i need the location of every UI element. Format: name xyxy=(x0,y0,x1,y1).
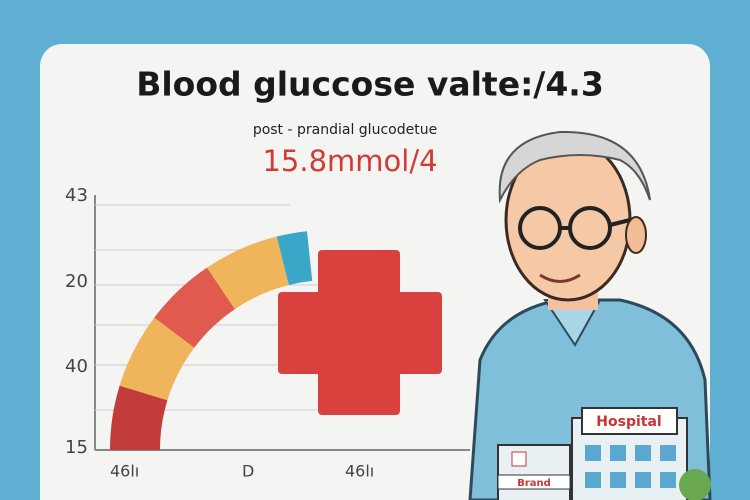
ear xyxy=(625,216,647,254)
medical-cross xyxy=(278,250,442,415)
window xyxy=(635,445,651,461)
axis-label: 43 xyxy=(65,185,88,206)
reading: 15.8mmol/4 xyxy=(262,144,437,178)
window xyxy=(610,472,626,488)
building-small xyxy=(497,444,571,500)
gauge-segment xyxy=(154,267,236,349)
hair xyxy=(498,130,651,204)
hospital-sign xyxy=(581,407,678,435)
subtitle: post - prandial glucodetue xyxy=(253,122,437,138)
title: Blood gluccose valte:/4.3 xyxy=(136,65,604,104)
gauge xyxy=(110,231,313,451)
tree xyxy=(679,469,711,500)
hospital-text: Hospital xyxy=(596,414,661,430)
window xyxy=(585,472,601,488)
window xyxy=(635,472,651,488)
window xyxy=(660,445,676,461)
window xyxy=(610,445,626,461)
axis-label: 46lı xyxy=(345,462,374,481)
axis-label: 46lı xyxy=(110,462,139,481)
window xyxy=(660,472,676,488)
gauge-segment xyxy=(110,385,168,451)
gauge-segment xyxy=(276,231,313,286)
brand-sign xyxy=(497,474,571,490)
axis-label: D xyxy=(242,462,254,481)
window xyxy=(585,445,601,461)
hospital: Brand Hospital xyxy=(497,407,711,500)
axis-label: 15 xyxy=(65,437,88,458)
mouth xyxy=(539,273,581,283)
cross-horizontal xyxy=(278,292,442,374)
glasses-arm xyxy=(609,218,631,227)
axis-label: 20 xyxy=(65,271,88,292)
axis-label: 40 xyxy=(65,356,88,377)
gauge-segment xyxy=(206,236,290,310)
brand-text: Brand xyxy=(517,478,551,489)
gauge-segment xyxy=(119,317,195,401)
sign-cross xyxy=(511,451,527,467)
